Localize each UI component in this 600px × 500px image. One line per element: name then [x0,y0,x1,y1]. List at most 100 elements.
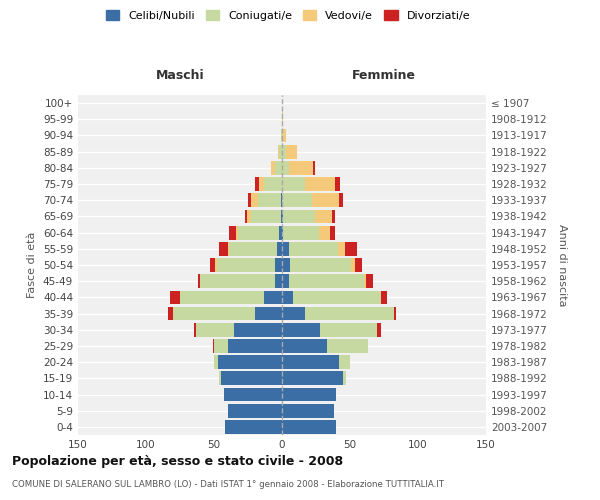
Bar [251,210,281,224]
Bar [275,161,282,174]
Bar [293,290,381,304]
Bar [271,161,275,174]
Bar [339,194,343,207]
Bar [282,128,283,142]
Bar [282,258,290,272]
Bar [282,210,283,224]
Bar [227,339,282,353]
Bar [367,274,373,288]
Bar [281,210,282,224]
Bar [289,161,313,174]
Bar [229,242,277,256]
Bar [282,323,320,336]
Bar [279,226,282,239]
Bar [170,290,180,304]
Bar [338,242,344,256]
Bar [227,404,282,417]
Bar [381,290,387,304]
Bar [282,306,305,320]
Bar [352,258,355,272]
Bar [377,323,381,336]
Bar [312,194,339,207]
Bar [210,258,215,272]
Bar [227,242,229,256]
Bar [305,306,394,320]
Bar [275,274,282,288]
Bar [282,404,334,417]
Bar [220,372,221,385]
Bar [196,323,235,336]
Bar [282,194,312,207]
Bar [259,177,265,191]
Bar [277,242,282,256]
Bar [180,290,265,304]
Bar [290,258,352,272]
Bar [282,161,289,174]
Bar [235,323,282,336]
Bar [217,258,275,272]
Bar [248,194,251,207]
Bar [339,356,350,369]
Bar [289,274,364,288]
Bar [283,128,286,142]
Bar [282,339,327,353]
Bar [286,145,297,158]
Bar [335,177,340,191]
Bar [214,339,227,353]
Bar [283,226,319,239]
Bar [394,306,396,320]
Y-axis label: Fasce di età: Fasce di età [28,232,37,298]
Bar [282,242,289,256]
Bar [221,372,282,385]
Bar [238,226,279,239]
Bar [343,372,346,385]
Bar [279,145,282,158]
Bar [283,210,314,224]
Bar [255,177,259,191]
Bar [265,290,282,304]
Bar [251,194,257,207]
Bar [275,258,282,272]
Bar [281,128,282,142]
Bar [282,420,337,434]
Bar [282,226,283,239]
Text: COMUNE DI SALERANO SUL LAMBRO (LO) - Dati ISTAT 1° gennaio 2008 - Elaborazione T: COMUNE DI SALERANO SUL LAMBRO (LO) - Dat… [12,480,444,489]
Bar [364,274,367,288]
Bar [281,194,282,207]
Bar [215,258,217,272]
Bar [305,177,335,191]
Bar [282,290,293,304]
Legend: Celibi/Nubili, Coniugati/e, Vedovi/e, Divorziati/e: Celibi/Nubili, Coniugati/e, Vedovi/e, Di… [101,6,475,25]
Bar [168,306,173,320]
Bar [320,323,377,336]
Bar [257,194,281,207]
Bar [355,258,362,272]
Bar [282,356,339,369]
Bar [255,306,282,320]
Bar [327,339,368,353]
Bar [282,145,286,158]
Bar [173,306,255,320]
Bar [197,274,200,288]
Y-axis label: Anni di nascita: Anni di nascita [557,224,567,306]
Bar [314,210,332,224]
Bar [344,242,357,256]
Bar [224,388,282,402]
Bar [247,210,251,224]
Bar [282,372,343,385]
Bar [236,226,238,239]
Bar [282,388,337,402]
Bar [218,356,282,369]
Bar [194,323,196,336]
Bar [214,356,218,369]
Bar [282,177,305,191]
Bar [200,274,275,288]
Text: Femmine: Femmine [352,69,416,82]
Bar [225,420,282,434]
Bar [332,210,335,224]
Text: Maschi: Maschi [155,69,205,82]
Bar [245,210,247,224]
Bar [265,177,282,191]
Bar [313,161,314,174]
Text: Popolazione per età, sesso e stato civile - 2008: Popolazione per età, sesso e stato civil… [12,455,343,468]
